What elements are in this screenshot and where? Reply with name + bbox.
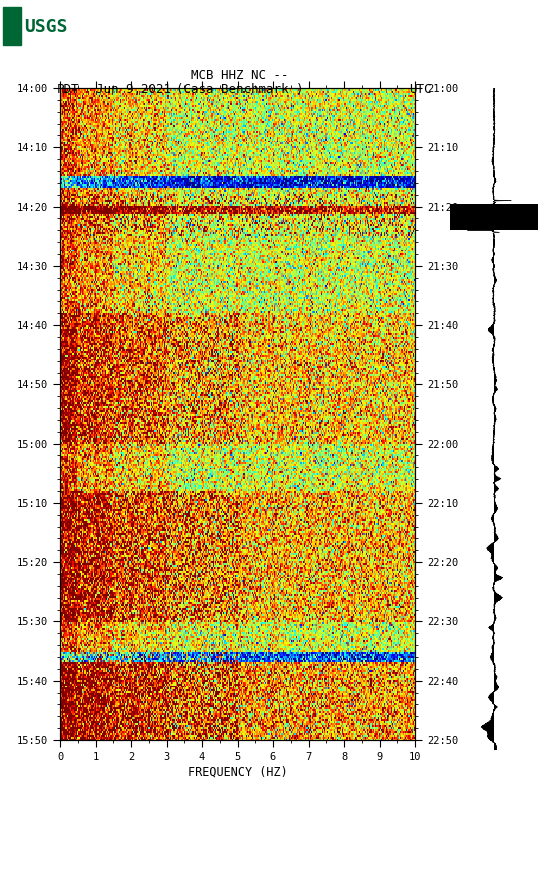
Text: (Casa Benchmark ): (Casa Benchmark ) — [177, 82, 304, 96]
Text: UTC: UTC — [410, 82, 432, 96]
Bar — [3, 6, 22, 45]
Text: PDT: PDT — [57, 82, 79, 96]
X-axis label: FREQUENCY (HZ): FREQUENCY (HZ) — [188, 766, 288, 779]
Text: MCB HHZ NC --: MCB HHZ NC -- — [192, 69, 289, 82]
Text: Jun 9,2021: Jun 9,2021 — [96, 82, 171, 96]
Text: USGS: USGS — [24, 18, 67, 36]
